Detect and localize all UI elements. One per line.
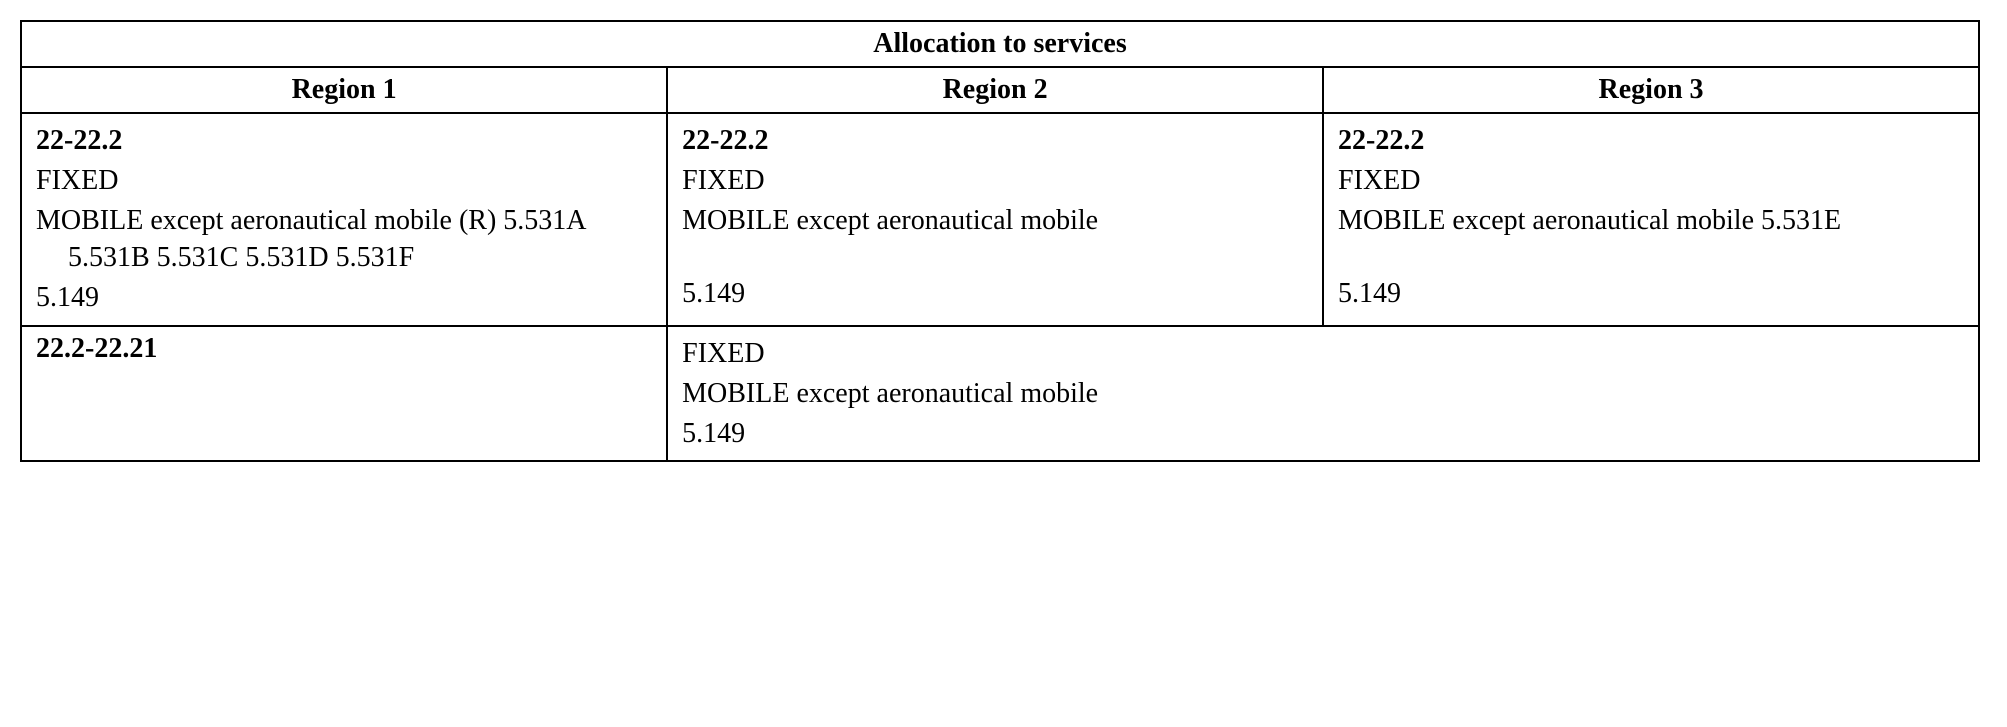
service-mobile: MOBILE except aeronautical mobile (R) 5.… xyxy=(36,202,652,278)
table-title: Allocation to services xyxy=(21,21,1979,67)
cell-services-merged: FIXED MOBILE except aeronautical mobile … xyxy=(667,326,1979,461)
service-fixed: FIXED xyxy=(36,162,652,200)
service-mobile: MOBILE except aeronautical mobile xyxy=(682,375,1964,413)
title-row: Allocation to services xyxy=(21,21,1979,67)
col-region-2: Region 2 xyxy=(667,67,1323,113)
band-label: 22.2-22.21 xyxy=(36,333,157,364)
cell-band-label: 22.2-22.21 xyxy=(21,326,667,461)
service-fixed: FIXED xyxy=(1338,162,1964,200)
col-region-1: Region 1 xyxy=(21,67,667,113)
footnote: 5.149 xyxy=(36,279,652,317)
col-region-3: Region 3 xyxy=(1323,67,1979,113)
service-fixed: FIXED xyxy=(682,335,1964,373)
band-label: 22-22.2 xyxy=(36,122,652,160)
band-label: 22-22.2 xyxy=(1338,122,1964,160)
footnote: 5.149 xyxy=(682,415,1964,453)
band-label: 22-22.2 xyxy=(682,122,1308,160)
allocation-table: Allocation to services Region 1 Region 2… xyxy=(20,20,1980,462)
footnote: 5.149 xyxy=(682,275,1308,313)
cell-region-2: 22-22.2 FIXED MOBILE except aeronautical… xyxy=(667,113,1323,326)
band-row-22.2-22.21: 22.2-22.21 FIXED MOBILE except aeronauti… xyxy=(21,326,1979,461)
header-row: Region 1 Region 2 Region 3 xyxy=(21,67,1979,113)
cell-region-3: 22-22.2 FIXED MOBILE except aeronautical… xyxy=(1323,113,1979,326)
service-fixed: FIXED xyxy=(682,162,1308,200)
service-mobile: MOBILE except aeronautical mobile xyxy=(682,202,1308,240)
footnote: 5.149 xyxy=(1338,275,1964,313)
cell-region-1: 22-22.2 FIXED MOBILE except aeronautical… xyxy=(21,113,667,326)
band-row-22-22.2: 22-22.2 FIXED MOBILE except aeronautical… xyxy=(21,113,1979,326)
service-mobile: MOBILE except aeronautical mobile 5.531E xyxy=(1338,202,1964,240)
